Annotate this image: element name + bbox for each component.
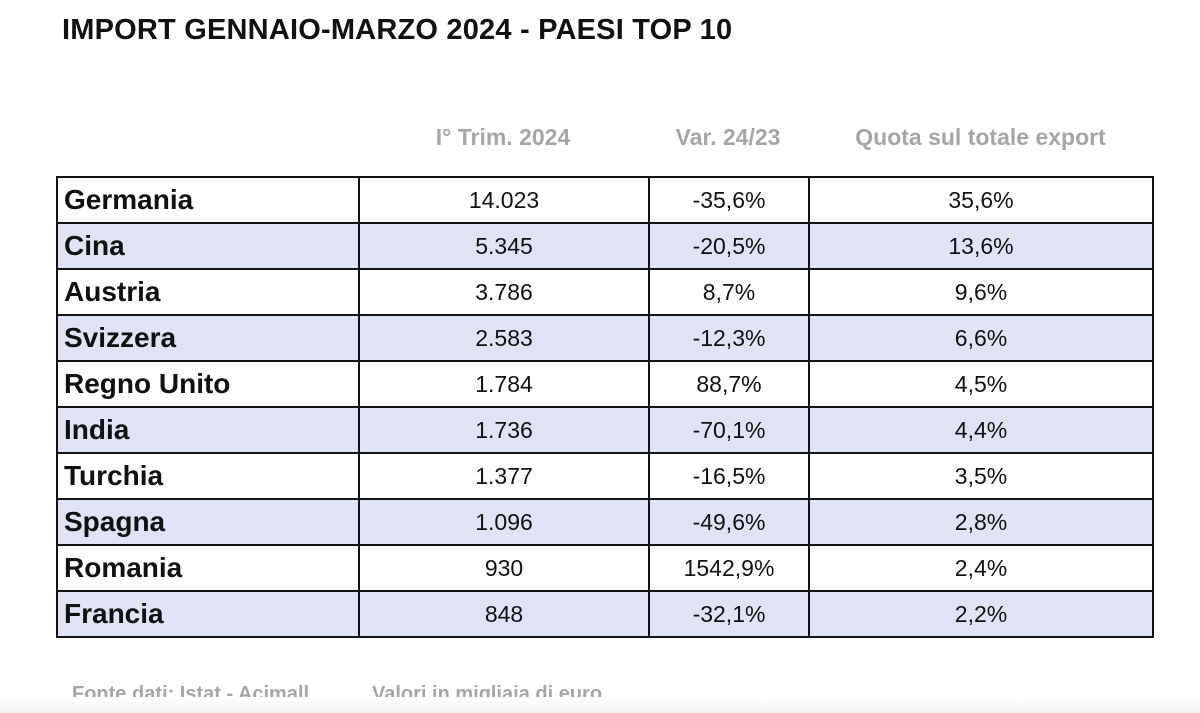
column-header-trim: I° Trim. 2024	[435, 124, 571, 150]
bottom-fade	[0, 697, 1200, 713]
share-cell: 4,5%	[808, 360, 1154, 408]
variation-cell: -49,6%	[648, 498, 810, 546]
variation-cell: -35,6%	[648, 176, 810, 224]
value-cell: 930	[358, 544, 650, 592]
country-cell: Svizzera	[56, 314, 360, 362]
chart-title: IMPORT GENNAIO-MARZO 2024 - PAESI TOP 10	[62, 14, 733, 46]
column-header-quota: Quota sul totale export	[855, 124, 1106, 150]
country-cell: Turchia	[56, 452, 360, 500]
variation-cell: 1542,9%	[648, 544, 810, 592]
table-row: Spagna 1.096 -49,6% 2,8%	[56, 498, 1154, 546]
table-row: Turchia 1.377 -16,5% 3,5%	[56, 452, 1154, 500]
country-cell: Germania	[56, 176, 360, 224]
value-cell: 1.096	[358, 498, 650, 546]
country-cell: Austria	[56, 268, 360, 316]
country-cell: Spagna	[56, 498, 360, 546]
variation-cell: 88,7%	[648, 360, 810, 408]
data-table: Germania 14.023 -35,6% 35,6% Cina 5.345 -20,5%…	[56, 176, 1154, 638]
variation-cell: -70,1%	[648, 406, 810, 454]
table-row: Austria 3.786 8,7% 9,6%	[56, 268, 1154, 316]
share-cell: 2,2%	[808, 590, 1154, 638]
table-row: Svizzera 2.583 -12,3% 6,6%	[56, 314, 1154, 362]
table-row: Cina 5.345 -20,5% 13,6%	[56, 222, 1154, 270]
country-cell: Regno Unito	[56, 360, 360, 408]
country-cell: India	[56, 406, 360, 454]
country-cell: Cina	[56, 222, 360, 270]
share-cell: 35,6%	[808, 176, 1154, 224]
share-cell: 2,4%	[808, 544, 1154, 592]
table-row: Romania 930 1542,9% 2,4%	[56, 544, 1154, 592]
share-cell: 3,5%	[808, 452, 1154, 500]
country-cell: Francia	[56, 590, 360, 638]
value-cell: 848	[358, 590, 650, 638]
table-row: Germania 14.023 -35,6% 35,6%	[56, 176, 1154, 224]
share-cell: 6,6%	[808, 314, 1154, 362]
share-cell: 9,6%	[808, 268, 1154, 316]
value-cell: 2.583	[358, 314, 650, 362]
country-cell: Romania	[56, 544, 360, 592]
table-row: Regno Unito 1.784 88,7% 4,5%	[56, 360, 1154, 408]
share-cell: 13,6%	[808, 222, 1154, 270]
table-row: Francia 848 -32,1% 2,2%	[56, 590, 1154, 638]
value-cell: 14.023	[358, 176, 650, 224]
variation-cell: -16,5%	[648, 452, 810, 500]
value-cell: 5.345	[358, 222, 650, 270]
variation-cell: -12,3%	[648, 314, 810, 362]
value-cell: 3.786	[358, 268, 650, 316]
variation-cell: -32,1%	[648, 590, 810, 638]
table-row: India 1.736 -70,1% 4,4%	[56, 406, 1154, 454]
variation-cell: 8,7%	[648, 268, 810, 316]
share-cell: 4,4%	[808, 406, 1154, 454]
variation-cell: -20,5%	[648, 222, 810, 270]
value-cell: 1.377	[358, 452, 650, 500]
value-cell: 1.736	[358, 406, 650, 454]
column-header-var: Var. 24/23	[675, 124, 781, 150]
share-cell: 2,8%	[808, 498, 1154, 546]
value-cell: 1.784	[358, 360, 650, 408]
